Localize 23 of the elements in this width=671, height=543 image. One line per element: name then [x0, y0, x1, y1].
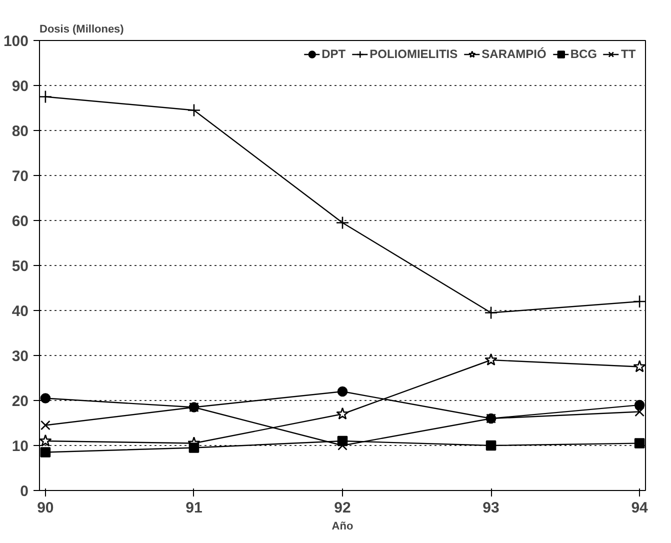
y-tick-label: 60 — [12, 213, 29, 230]
y-tick-label: 50 — [12, 258, 29, 275]
y-axis-title: Dosis (Millones) — [40, 24, 124, 36]
y-tick-label: 90 — [12, 78, 29, 95]
legend-label: POLIOMIELITIS — [370, 47, 458, 61]
x-tick-label: 93 — [482, 500, 500, 516]
y-tick-label: 40 — [12, 303, 29, 320]
y-tick-label: 0 — [20, 483, 28, 500]
x-tick-label: 91 — [186, 500, 202, 516]
y-tick-label: 10 — [12, 438, 29, 455]
y-tick-label: 20 — [12, 393, 29, 410]
y-tick-label: 100 — [3, 33, 29, 50]
x-axis-title: Año — [332, 520, 354, 532]
legend-label: BCG — [570, 47, 597, 61]
y-tick-label: 70 — [12, 168, 29, 185]
y-tick-label: 80 — [12, 123, 29, 140]
legend-label: SARAMPIÓ — [482, 47, 546, 61]
x-tick-label: 92 — [334, 500, 351, 516]
legend-label: DPT — [322, 47, 346, 61]
y-tick-label: 30 — [12, 348, 29, 365]
legend-label: TT — [621, 47, 637, 61]
x-tick-label: 90 — [37, 500, 54, 516]
x-tick-label: 94 — [631, 500, 649, 516]
